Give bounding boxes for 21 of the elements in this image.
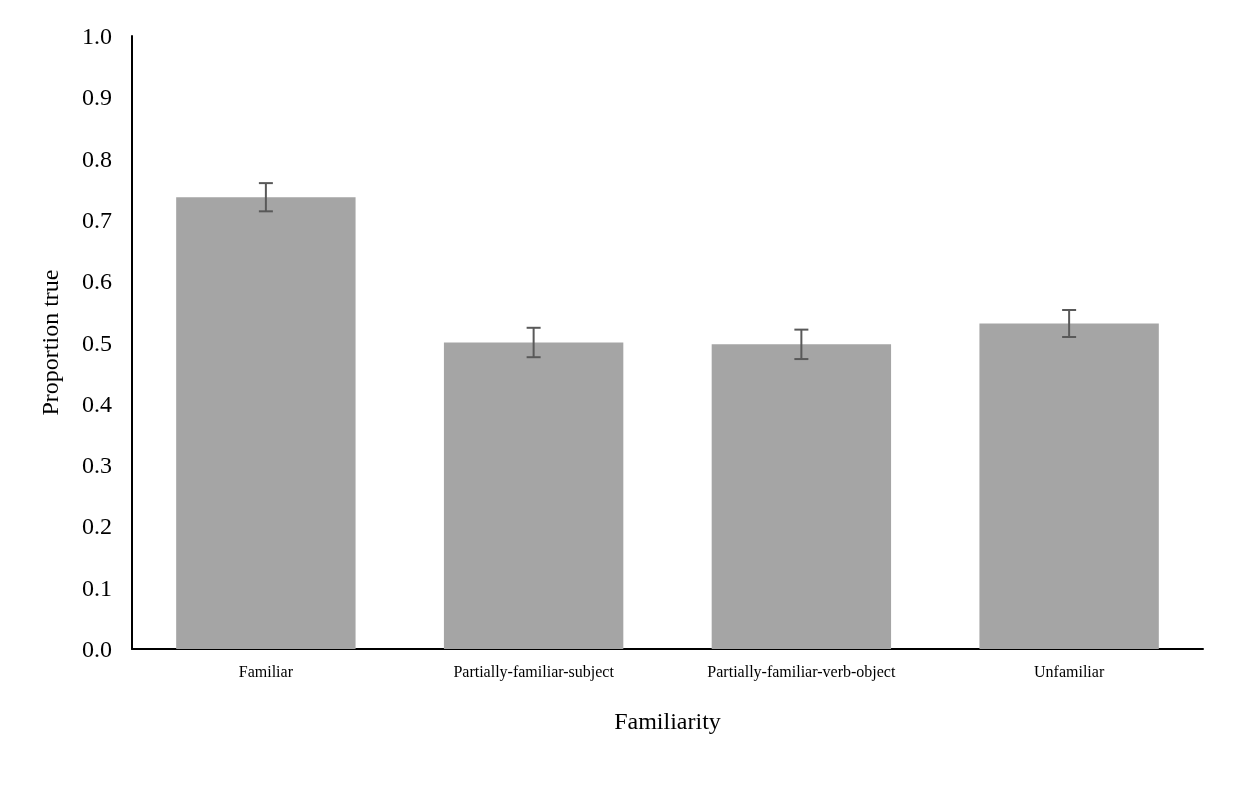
y-tick-label: 0.7 [82, 206, 112, 233]
bar [979, 323, 1159, 649]
y-tick-label: 0.8 [82, 145, 112, 172]
y-tick-label: 0.3 [82, 452, 112, 479]
bar [443, 342, 624, 649]
y-tick-label: 0.5 [82, 329, 112, 356]
y-tick-label: 0.0 [82, 636, 112, 662]
y-tick-label: 1.0 [82, 23, 112, 49]
y-tick-label: 0.6 [82, 268, 112, 295]
y-tick-label: 0.1 [82, 574, 112, 601]
x-tick-label: Partially-familiar-subject [453, 662, 615, 681]
bar [176, 197, 356, 649]
y-axis-title: Proportion true [37, 269, 63, 416]
x-axis-title: Familiarity [614, 708, 721, 734]
bar [711, 344, 892, 649]
y-tick-label: 0.9 [82, 84, 112, 111]
y-tick-label: 0.2 [82, 513, 112, 540]
x-tick-label: Unfamiliar [1034, 662, 1105, 680]
y-tick-label: 0.4 [82, 390, 112, 417]
x-tick-label: Partially-familiar-verb-object [707, 662, 896, 681]
x-tick-label: Familiar [238, 662, 294, 680]
